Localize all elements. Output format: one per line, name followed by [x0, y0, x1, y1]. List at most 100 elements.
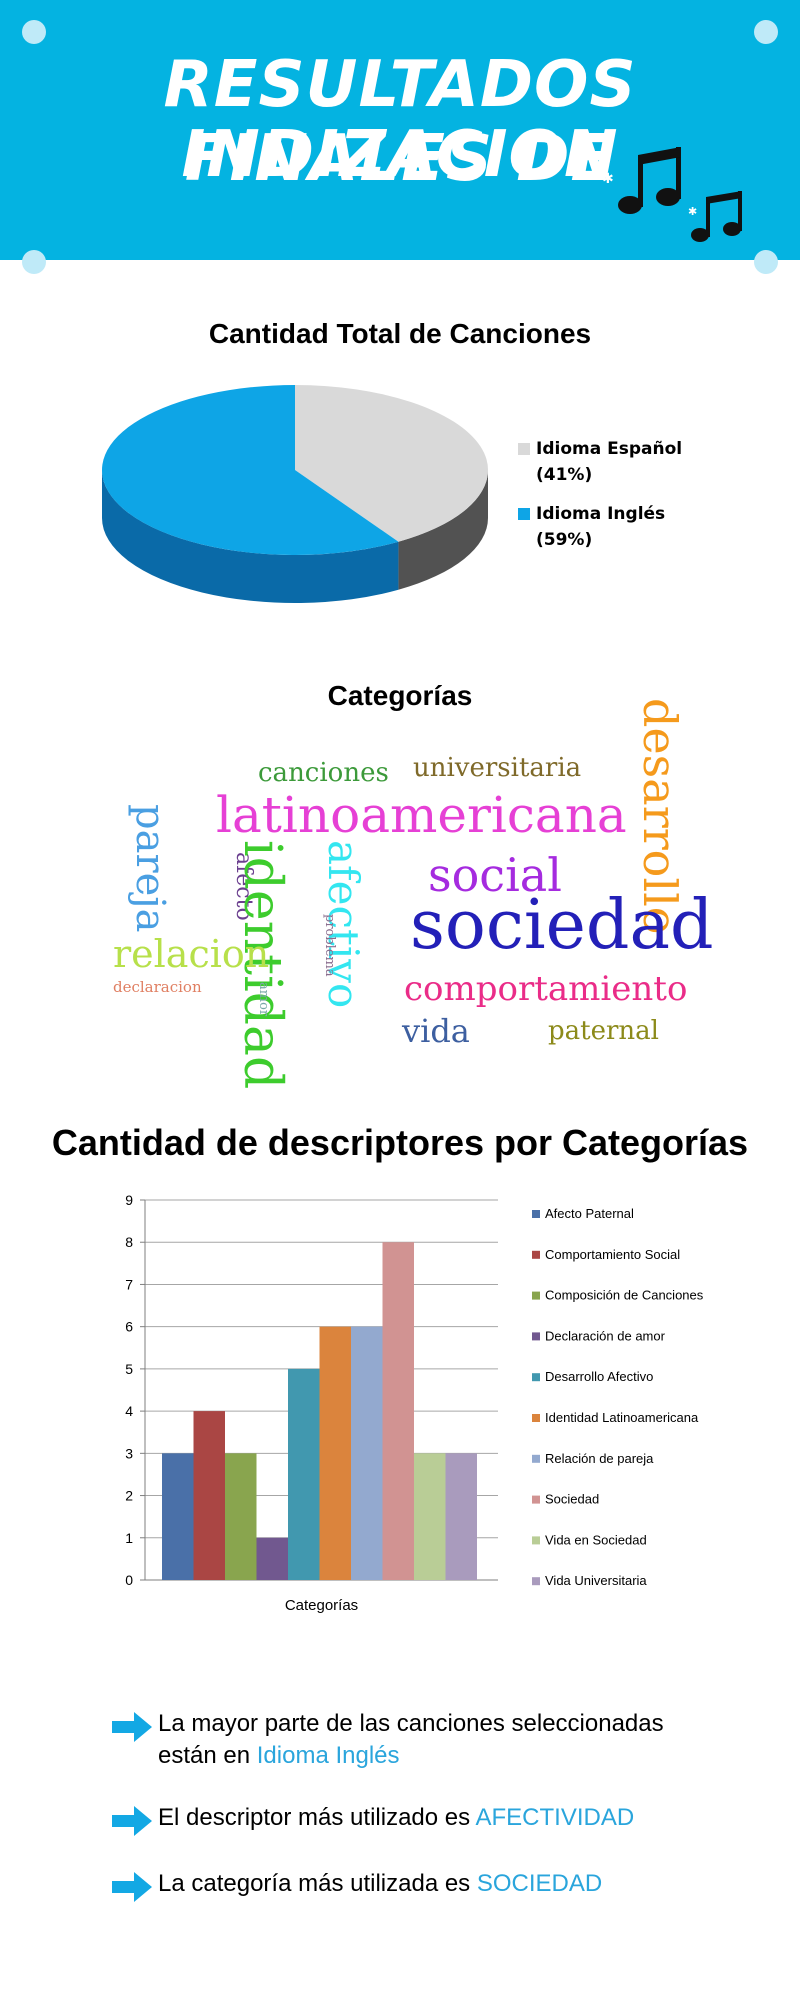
takeaway-text: La categoría más utilizada es SOCIEDAD: [158, 1868, 602, 1900]
word-cloud-word: problema: [322, 914, 337, 977]
y-tick-label: 0: [125, 1572, 133, 1588]
legend-swatch: [532, 1536, 540, 1545]
legend-label: Comportamiento Social: [545, 1247, 680, 1262]
pie-chart-title: Cantidad Total de Canciones: [208, 318, 592, 349]
legend-swatch: [532, 1332, 540, 1341]
corner-dot: [22, 20, 46, 44]
arrow-right-icon: [112, 1806, 152, 1836]
word-cloud-word: relacion: [113, 932, 270, 976]
takeaway-text-part: están en: [158, 1742, 257, 1769]
pie-slice-side: [398, 470, 488, 590]
legend-label: Sociedad: [545, 1492, 599, 1507]
bar: [414, 1453, 446, 1580]
word-cloud-title: Categorías: [327, 680, 473, 711]
pie-legend-label: Idioma Español: [536, 439, 683, 459]
legend-label: Relación de pareja: [545, 1451, 654, 1466]
pie-legend-pct: (59%): [536, 530, 593, 550]
bar-chart-title: Cantidad de descriptores por Categorías: [51, 1122, 749, 1163]
takeaway-item: La categoría más utilizada es SOCIEDAD: [112, 1868, 732, 1908]
word-cloud-word: sociedad: [410, 886, 714, 965]
bar: [193, 1411, 225, 1580]
bar: [351, 1326, 383, 1580]
arrow-right-icon: [112, 1712, 152, 1742]
word-cloud-word: universitaria: [413, 753, 582, 783]
pie-legend-item: Idioma Inglés (59%): [518, 501, 665, 553]
legend-swatch: [532, 1495, 540, 1504]
legend-swatch: [532, 1577, 540, 1586]
word-cloud-word: desarrollo: [633, 698, 687, 935]
takeaway-text-part: El descriptor más utilizado es: [158, 1804, 476, 1831]
word-cloud-word: afecto: [231, 852, 256, 921]
legend-label: Identidad Latinoamericana: [545, 1410, 699, 1425]
svg-text:✱: ✱: [688, 206, 697, 218]
y-tick-label: 2: [125, 1488, 133, 1504]
legend-swatch: [532, 1250, 540, 1259]
bar: [288, 1368, 320, 1580]
header-banner: RESULTADOS FINALES DE INDIZACION ✱ ✱: [0, 0, 800, 274]
bar: [319, 1326, 351, 1580]
arrow-right-icon: [112, 1872, 152, 1902]
pie-legend-label: Idioma Inglés: [536, 504, 666, 524]
word-cloud-word: pareja: [127, 804, 173, 933]
legend-swatch: [518, 443, 530, 455]
bar: [225, 1453, 257, 1580]
legend-swatch: [532, 1373, 540, 1382]
x-axis-label: Categorías: [285, 1597, 358, 1614]
word-cloud-word: latinoamericana: [216, 786, 627, 844]
corner-dot: [22, 250, 46, 274]
y-tick-label: 7: [125, 1276, 133, 1292]
legend-label: Vida Universitaria: [545, 1573, 647, 1588]
y-tick-label: 5: [125, 1361, 133, 1377]
corner-dot: [754, 20, 778, 44]
pie-legend-item: Idioma Español (41%): [518, 436, 682, 488]
bar: [445, 1453, 477, 1580]
legend-swatch: [532, 1414, 540, 1422]
legend-label: Composición de Canciones: [545, 1288, 704, 1303]
takeaway-text-part: La mayor parte de las canciones seleccio…: [158, 1710, 664, 1737]
takeaway-item: El descriptor más utilizado es AFECTIVID…: [112, 1802, 732, 1842]
pie-slice: [101, 385, 399, 555]
legend-swatch: [532, 1291, 540, 1300]
bar: [162, 1453, 194, 1580]
legend-label: Declaración de amor: [545, 1328, 666, 1343]
pie-legend-pct: (41%): [536, 465, 593, 485]
takeaway-highlight: SOCIEDAD: [476, 1870, 603, 1897]
pie-slice-side: [102, 470, 399, 603]
takeaway-text: El descriptor más utilizado es AFECTIVID…: [158, 1802, 634, 1834]
pie-chart: [101, 385, 488, 603]
takeaway-highlight: Idioma Inglés: [256, 1742, 400, 1769]
bar: [382, 1242, 414, 1580]
bar-chart: 0 1 2 3 4 5 6 7 8 9 Categorías Afecto Paternal Compo…: [125, 1192, 704, 1614]
legend-swatch: [518, 508, 530, 520]
corner-dot: [754, 250, 778, 274]
takeaway-text: La mayor parte de las canciones seleccio…: [158, 1708, 664, 1772]
bar: [256, 1537, 288, 1580]
y-tick-label: 6: [125, 1319, 133, 1335]
legend-swatch: [532, 1454, 540, 1463]
word-cloud-word: identidad: [232, 840, 292, 1090]
y-tick-label: 3: [125, 1445, 133, 1461]
word-cloud-word: paternal: [548, 1016, 659, 1046]
y-tick-label: 8: [125, 1234, 133, 1250]
page-title-line-2: INDIZACION: [181, 118, 619, 192]
y-tick-label: 4: [125, 1403, 133, 1419]
y-tick-label: 9: [125, 1192, 133, 1208]
word-cloud-word: social: [428, 848, 562, 902]
legend-label: Desarrollo Afectivo: [545, 1369, 653, 1384]
page-title-line-1: RESULTADOS FINALES DE: [163, 48, 637, 196]
word-cloud-word: declaracion: [113, 978, 202, 996]
word-cloud-word: canciones: [258, 758, 389, 788]
pie-slice: [295, 385, 488, 542]
legend-label: Vida en Sociedad: [545, 1532, 647, 1547]
word-cloud-word: comportamiento: [404, 969, 688, 1009]
word-cloud-word: amor: [256, 982, 271, 1017]
word-cloud-word: afectivo: [319, 840, 368, 1009]
legend-swatch: [532, 1210, 540, 1218]
y-tick-label: 1: [125, 1530, 133, 1546]
svg-text:✱: ✱: [602, 170, 614, 186]
word-cloud-word: vida: [402, 1012, 470, 1050]
legend-label: Afecto Paternal: [545, 1206, 634, 1221]
takeaway-highlight: AFECTIVIDAD: [475, 1804, 635, 1831]
